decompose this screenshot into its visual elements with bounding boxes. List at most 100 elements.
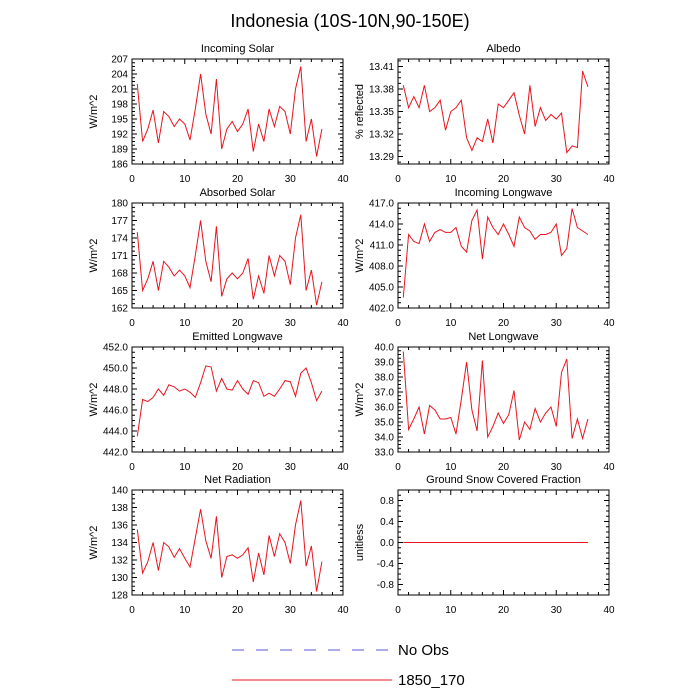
x-tick-label: 20 <box>232 462 244 473</box>
x-tick-label: 0 <box>395 462 401 473</box>
x-tick-label: 30 <box>285 605 297 616</box>
y-tick-label: 171 <box>111 251 128 262</box>
panel-absorbed-solar: Absorbed Solar W/m^2 0 10 20 30 40 162 165 168 171… <box>88 187 349 329</box>
y-tick-label: 417.0 <box>369 199 394 210</box>
y-tick-label: 414.0 <box>369 220 394 231</box>
x-tick-label: 10 <box>179 605 191 616</box>
plot-frame <box>131 202 344 309</box>
y-tick-label: 35.0 <box>375 418 395 429</box>
x-tick-label: 0 <box>395 605 401 616</box>
panel-incoming-solar: Incoming Solar W/m^2 0 10 20 30 40 186 189 192 195… <box>88 43 349 185</box>
panel-emitted-longwave: Emitted Longwave W/m^2 0 10 20 30 40 442.0 444.0… <box>88 331 349 473</box>
panel-title: Net Longwave <box>468 331 538 343</box>
x-tick-label: 30 <box>551 462 563 473</box>
panel-net-longwave: Net Longwave W/m^2 0 10 20 30 40 33.0 34.0 35.0 36… <box>354 331 615 473</box>
panel-albedo: Albedo % reflected 0 10 20 30 40 13.29 13.32 13.3… <box>354 43 615 185</box>
y-axis-label: unitless <box>354 523 366 561</box>
y-tick-label: 408.0 <box>369 262 394 273</box>
x-tick-label: 30 <box>551 318 563 329</box>
y-tick-label: -0.4 <box>377 559 395 570</box>
y-tick-label: 195 <box>111 115 128 126</box>
x-tick-label: 40 <box>603 605 615 616</box>
plot-frame <box>397 346 610 453</box>
x-tick-label: 30 <box>551 605 563 616</box>
y-tick-label: -0.8 <box>377 580 395 591</box>
x-tick-label: 0 <box>395 174 401 185</box>
y-tick-label: 189 <box>111 145 128 156</box>
panels: Incoming Solar W/m^2 0 10 20 30 40 186 189 192 195… <box>88 43 615 616</box>
y-tick-label: 0.8 <box>380 496 394 507</box>
x-tick-label: 40 <box>337 318 349 329</box>
panel-incoming-longwave: Incoming Longwave W/m^2 0 10 20 30 40 402.0 405.… <box>354 187 615 329</box>
plot-frame <box>397 202 610 309</box>
y-tick-label: 136 <box>111 521 128 532</box>
y-tick-label: 13.41 <box>369 62 394 73</box>
x-tick-label: 40 <box>603 174 615 185</box>
panel-ground-snow-covered-fraction: Ground Snow Covered Fraction unitless 0 10 2… <box>354 474 615 616</box>
y-tick-label: 130 <box>111 573 128 584</box>
legend: No Obs 1850_170 <box>232 642 465 689</box>
y-tick-label: 180 <box>111 199 128 210</box>
x-tick-label: 40 <box>603 462 615 473</box>
x-tick-label: 0 <box>129 318 135 329</box>
x-tick-label: 10 <box>179 462 191 473</box>
panel-net-radiation: Net Radiation W/m^2 0 10 20 30 40 128 130 132 134 1… <box>88 474 349 616</box>
x-tick-label: 30 <box>285 318 297 329</box>
y-tick-label: 186 <box>111 160 128 171</box>
y-tick-label: 162 <box>111 304 128 315</box>
y-tick-label: 402.0 <box>369 304 394 315</box>
y-tick-label: 34.0 <box>375 433 395 444</box>
y-tick-label: 168 <box>111 269 128 280</box>
x-tick-label: 20 <box>232 318 244 329</box>
x-tick-label: 10 <box>445 174 457 185</box>
y-axis-label: W/m^2 <box>88 95 100 129</box>
y-tick-label: 38.0 <box>375 373 395 384</box>
y-tick-label: 140 <box>111 486 128 497</box>
y-tick-label: 128 <box>111 591 128 602</box>
y-tick-label: 37.0 <box>375 388 395 399</box>
y-tick-label: 192 <box>111 130 128 141</box>
y-tick-label: 132 <box>111 556 128 567</box>
x-tick-label: 40 <box>337 462 349 473</box>
y-tick-label: 207 <box>111 55 128 66</box>
y-tick-label: 39.0 <box>375 358 395 369</box>
y-tick-label: 13.29 <box>369 152 394 163</box>
y-tick-label: 448.0 <box>103 385 128 396</box>
y-axis-label: W/m^2 <box>354 239 366 273</box>
x-tick-label: 20 <box>232 605 244 616</box>
y-tick-label: 444.0 <box>103 427 128 438</box>
series-line-1850-170 <box>136 214 323 306</box>
y-tick-label: 0.0 <box>380 538 394 549</box>
panel-title: Emitted Longwave <box>192 331 283 343</box>
y-tick-label: 13.38 <box>369 85 394 96</box>
y-axis-label: W/m^2 <box>88 383 100 417</box>
y-tick-label: 446.0 <box>103 406 128 417</box>
plot-frame <box>131 346 344 453</box>
y-tick-label: 33.0 <box>375 448 395 459</box>
x-tick-label: 10 <box>445 462 457 473</box>
panel-title: Net Radiation <box>204 474 271 486</box>
x-tick-label: 30 <box>285 174 297 185</box>
figure-title: Indonesia (10S-10N,90-150E) <box>230 11 469 31</box>
y-tick-label: 177 <box>111 216 128 227</box>
x-tick-label: 10 <box>179 174 191 185</box>
series-line-1850-170 <box>136 66 323 157</box>
legend-label-1850-170: 1850_170 <box>398 672 465 689</box>
legend-label-no-obs: No Obs <box>398 642 449 659</box>
x-tick-label: 20 <box>232 174 244 185</box>
x-tick-label: 30 <box>551 174 563 185</box>
x-tick-label: 20 <box>498 174 510 185</box>
y-tick-label: 411.0 <box>370 241 395 252</box>
x-tick-label: 20 <box>498 462 510 473</box>
y-tick-label: 204 <box>111 70 128 81</box>
y-tick-label: 405.0 <box>369 283 394 294</box>
series-line-1850-170 <box>136 365 323 437</box>
y-tick-label: 13.32 <box>369 130 394 141</box>
y-tick-label: 40.0 <box>375 343 395 354</box>
panel-title: Absorbed Solar <box>200 187 276 199</box>
y-tick-label: 201 <box>111 85 128 96</box>
y-axis-label: W/m^2 <box>354 383 366 417</box>
y-tick-label: 450.0 <box>103 364 128 375</box>
x-tick-label: 10 <box>179 318 191 329</box>
